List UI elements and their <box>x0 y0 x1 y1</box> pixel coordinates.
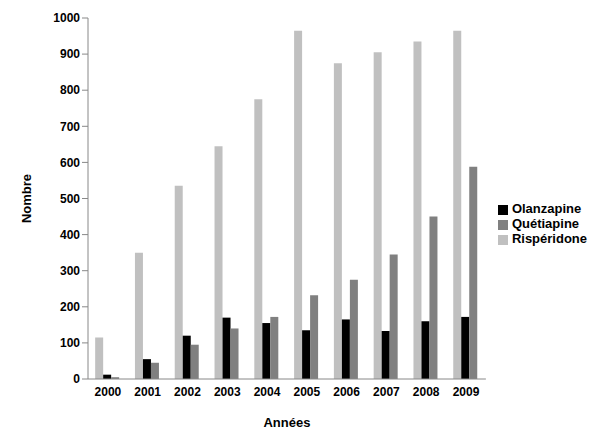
svg-text:800: 800 <box>60 83 80 97</box>
svg-text:2005: 2005 <box>293 385 320 399</box>
svg-text:2003: 2003 <box>214 385 241 399</box>
svg-text:0: 0 <box>73 372 80 386</box>
svg-text:700: 700 <box>60 120 80 134</box>
svg-text:Années: Années <box>263 415 310 430</box>
svg-text:400: 400 <box>60 228 80 242</box>
html-text:Rispéridone: Rispéridone <box>511 231 587 246</box>
svg-text:100: 100 <box>60 336 80 350</box>
svg-text:2009: 2009 <box>453 385 480 399</box>
svg-text:300: 300 <box>60 264 80 278</box>
svg-text:200: 200 <box>60 300 80 314</box>
svg-text:500: 500 <box>60 192 80 206</box>
svg-text:2006: 2006 <box>333 385 360 399</box>
svg-text:900: 900 <box>60 47 80 61</box>
svg-text:Nombre: Nombre <box>19 174 34 223</box>
html-text:Olanzapine: Olanzapine <box>511 201 582 216</box>
svg-text:2007: 2007 <box>373 385 400 399</box>
svg-text:2001: 2001 <box>134 385 161 399</box>
svg-text:2008: 2008 <box>413 385 440 399</box>
svg-text:2000: 2000 <box>95 385 122 399</box>
svg-text:600: 600 <box>60 156 80 170</box>
svg-text:1000: 1000 <box>53 11 80 25</box>
svg-text:2004: 2004 <box>254 385 281 399</box>
html-text:Quétiapine: Quétiapine <box>511 216 580 231</box>
svg-text:2002: 2002 <box>174 385 201 399</box>
